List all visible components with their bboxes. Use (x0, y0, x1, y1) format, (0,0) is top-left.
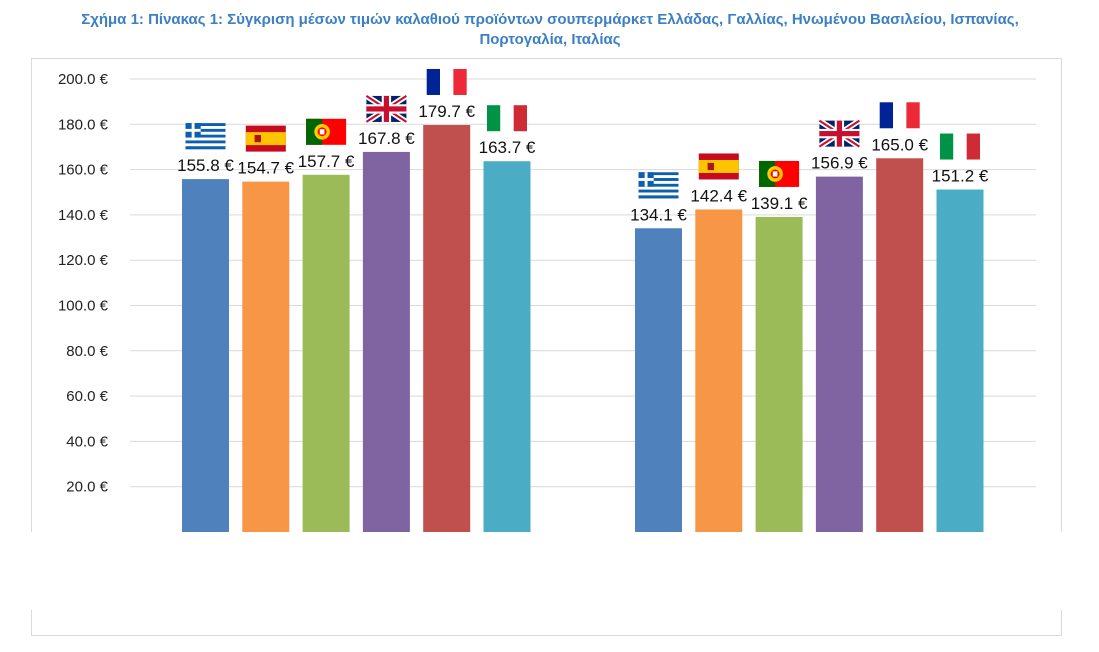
bar-portugal (755, 216, 803, 532)
flag-portugal-icon (759, 160, 800, 187)
bar-italy (483, 161, 531, 533)
data-label: 154.7 € (237, 159, 294, 178)
data-label: 167.8 € (358, 129, 415, 148)
bar-uk (815, 176, 863, 532)
y-tick-label: 40.0 € (66, 433, 108, 450)
data-label: 151.2 € (932, 167, 989, 186)
y-tick-label: 200.0 € (58, 71, 109, 88)
bar-uk (362, 151, 410, 533)
bar-greece (635, 228, 682, 533)
y-tick-label: 160.0 € (58, 162, 109, 179)
data-label: 165.0 € (871, 135, 928, 154)
bars (182, 124, 984, 533)
y-tick-label: 100.0 € (58, 298, 109, 315)
y-tick-label: 60.0 € (66, 388, 108, 405)
y-tick-label: 20.0 € (66, 479, 108, 496)
bar-france (876, 158, 924, 532)
flag-italy-icon (940, 133, 980, 160)
bar-greece (182, 179, 229, 532)
flag-spain-icon (698, 153, 739, 180)
flag-greece-icon (185, 123, 226, 150)
y-tick-label: 120.0 € (58, 252, 109, 269)
flag-france-icon (879, 102, 920, 129)
clipped-area (0, 532, 1099, 610)
y-tick-label: 140.0 € (58, 207, 109, 224)
data-label: 134.1 € (630, 205, 687, 224)
data-label: 163.7 € (479, 138, 536, 157)
data-label: 157.7 € (298, 152, 355, 171)
bar-france (423, 124, 471, 533)
chart-title: Σχήμα 1: Πίνακας 1: Σύγκριση μέσων τιμών… (81, 11, 1019, 48)
data-label: 155.8 € (177, 156, 234, 175)
data-label: 142.4 € (690, 186, 747, 205)
bar-spain (695, 209, 743, 533)
flag-spain-icon (245, 125, 286, 152)
y-tick-label: 80.0 € (66, 343, 108, 360)
flag-portugal-icon (306, 118, 347, 145)
bar-spain (242, 181, 290, 533)
flag-france-icon (426, 68, 467, 95)
y-tick-label: 180.0 € (58, 116, 109, 133)
bar-italy (936, 189, 984, 533)
flag-uk-icon (364, 93, 408, 125)
data-label: 139.1 € (751, 194, 808, 213)
bar-portugal (302, 174, 350, 532)
data-label: 179.7 € (418, 102, 475, 121)
data-label: 156.9 € (811, 154, 868, 173)
flag-uk-icon (817, 118, 861, 150)
flag-greece-icon (638, 172, 679, 199)
flag-italy-icon (487, 105, 527, 132)
